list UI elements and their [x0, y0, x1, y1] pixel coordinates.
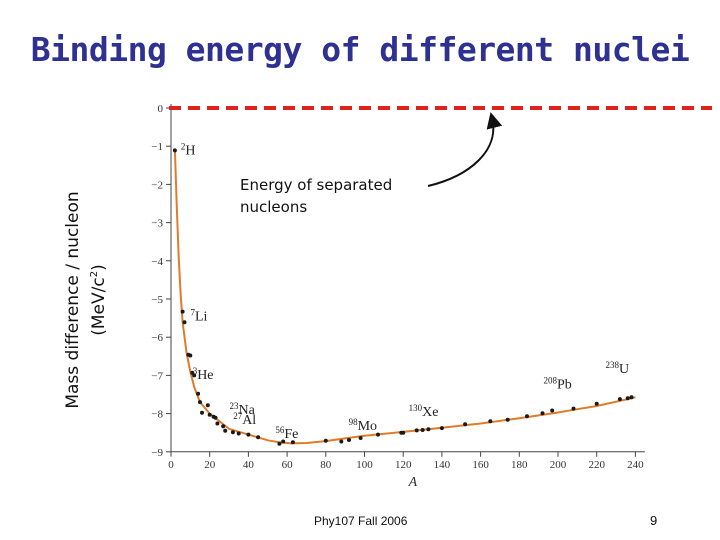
data-point: [347, 438, 351, 442]
x-tick-label: 60: [282, 459, 294, 471]
energy-annotation: Energy of separated nucleons: [240, 174, 440, 218]
y-tick-label: 0: [158, 103, 164, 115]
y-tick-label: −8: [151, 409, 163, 421]
data-point: [323, 438, 328, 443]
data-point: [629, 395, 634, 400]
data-point: [172, 148, 177, 153]
x-tick-label: 100: [356, 459, 373, 471]
x-tick-label: 0: [168, 459, 174, 471]
data-point: [625, 396, 630, 401]
nucleus-label-pb: 208Pb: [544, 376, 572, 393]
data-point: [200, 410, 204, 415]
x-tick-label: 220: [588, 459, 605, 471]
data-point: [426, 427, 431, 432]
data-point: [420, 428, 425, 432]
data-point: [401, 430, 406, 435]
page-number: 9: [650, 513, 658, 528]
data-point: [376, 432, 380, 437]
data-point: [505, 417, 510, 422]
y-tick-label: −6: [151, 332, 163, 344]
energy-annotation-line1: Energy of separated: [240, 176, 393, 194]
data-point: [594, 401, 599, 406]
nucleus-label-al: 27Al: [233, 411, 256, 428]
data-point: [439, 426, 444, 431]
x-tick-label: 40: [243, 459, 255, 471]
data-point: [525, 414, 529, 419]
x-tick-label: 180: [511, 459, 528, 471]
nucleus-label-li: 7Li: [191, 307, 208, 324]
slide-title: Binding energy of different nuclei: [30, 30, 690, 69]
data-point: [339, 439, 344, 444]
data-point: [246, 432, 251, 437]
nucleus-label-he: 3He: [193, 366, 214, 383]
data-point: [207, 412, 212, 417]
data-point: [358, 436, 363, 440]
data-point: [290, 440, 295, 445]
data-point: [463, 422, 468, 427]
annotation-arrow: [427, 112, 503, 187]
data-point: [198, 400, 202, 405]
x-tick-label: 120: [395, 459, 412, 471]
nucleus-label-h: 2H: [181, 141, 196, 158]
data-point: [277, 441, 282, 446]
y-tick-label: −3: [151, 218, 163, 230]
y-tick-label: −5: [151, 294, 163, 306]
data-point: [180, 309, 185, 314]
y-tick-label: −4: [151, 256, 163, 268]
data-point: [213, 415, 218, 420]
x-tick-label: 240: [627, 459, 644, 471]
nucleus-label-u: 238U: [606, 360, 630, 377]
data-point: [223, 428, 228, 433]
x-tick-label: 140: [434, 459, 451, 471]
footer-text: Phy107 Fall 2006: [314, 514, 408, 528]
nucleus-label-xe: 130Xe: [409, 403, 439, 420]
data-point: [540, 411, 545, 416]
data-point: [205, 403, 210, 408]
data-point: [617, 397, 622, 402]
nucleus-label-mo: 98Mo: [349, 417, 377, 434]
data-point: [221, 424, 226, 429]
axes: 0 −1 −2 −3 −4 −5 −6 −7 −8 −9 0 20 40 60 80 100 120 140 160…: [151, 103, 645, 490]
energy-annotation-line2: nucleons: [240, 198, 308, 216]
y-tick-label: −1: [151, 141, 163, 153]
data-point: [414, 428, 419, 433]
y-tick-label: −2: [151, 179, 163, 191]
data-points-group: [172, 148, 634, 446]
x-axis-title: A: [408, 475, 418, 490]
y-tick-label: −7: [151, 370, 163, 382]
x-tick-label: 160: [472, 459, 489, 471]
nucleus-label-na: 23Na: [230, 401, 256, 418]
nucleus-label-fe: 56Fe: [275, 425, 298, 442]
data-point: [571, 406, 576, 411]
x-tick-label: 20: [204, 459, 216, 471]
data-point: [236, 431, 241, 436]
data-point: [281, 439, 286, 444]
data-point: [196, 391, 201, 396]
data-point: [188, 353, 193, 358]
data-point: [192, 373, 197, 378]
data-point: [488, 419, 493, 424]
data-point: [215, 421, 220, 426]
data-point: [550, 408, 555, 413]
x-tick-label: 200: [550, 459, 567, 471]
y-tick-label: −9: [151, 447, 163, 459]
x-tick-label: 80: [320, 459, 332, 471]
data-point: [182, 320, 187, 325]
data-point: [256, 435, 261, 440]
data-point: [230, 430, 235, 435]
